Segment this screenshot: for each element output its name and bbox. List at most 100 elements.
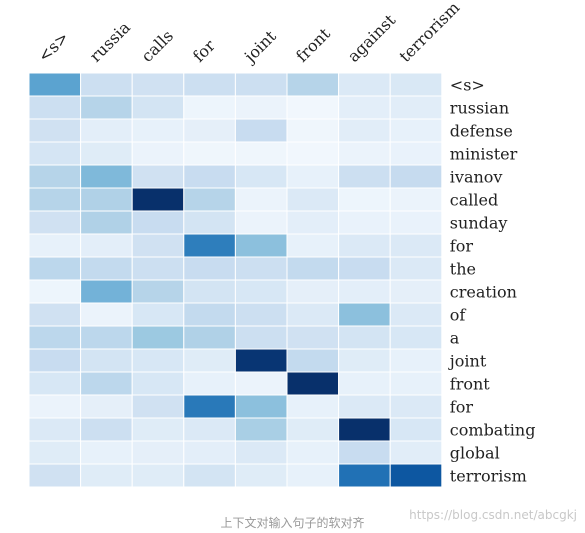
heatmap-cell [286, 233, 340, 258]
heatmap-cell [28, 371, 82, 396]
heatmap-cell [183, 118, 236, 143]
heatmap-cell [80, 141, 133, 166]
x-tick-label: <s> [34, 28, 72, 66]
heatmap-cell [234, 348, 288, 373]
heatmap-cell [183, 417, 236, 442]
x-tick-label: for [189, 36, 219, 66]
heatmap-cell [286, 440, 340, 465]
heatmap-cell [286, 210, 340, 235]
heatmap-cell [338, 72, 391, 97]
heatmap-cell [389, 279, 443, 304]
heatmap-cell [234, 210, 288, 235]
heatmap-cell [28, 440, 82, 465]
heatmap-cell [28, 118, 82, 143]
heatmap-cell [338, 302, 391, 327]
heatmap-cell [286, 279, 340, 304]
heatmap-cell [131, 394, 185, 419]
heatmap-cell [234, 141, 288, 166]
heatmap-cell [389, 417, 443, 442]
y-tick-label: of [450, 306, 467, 325]
heatmap-cell [286, 141, 340, 166]
heatmap-cell [234, 463, 288, 488]
figure-caption: 上下文对输入句子的软对齐 [220, 516, 365, 530]
heatmap-cell [338, 440, 391, 465]
y-tick-label: global [450, 444, 500, 463]
y-tick-label: for [450, 398, 474, 417]
heatmap-cell [131, 371, 185, 396]
heatmap-cell [80, 417, 133, 442]
heatmap-cell [183, 256, 236, 281]
y-tick-label: a [450, 329, 460, 348]
heatmap-cell [131, 187, 185, 212]
heatmap-cell [389, 394, 443, 419]
heatmap-cell [28, 210, 82, 235]
heatmap-cell [183, 371, 236, 396]
heatmap-cell [131, 348, 185, 373]
heatmap-cell [338, 164, 391, 189]
heatmap-cell [183, 164, 236, 189]
heatmap-cell [234, 302, 288, 327]
heatmap-cell [131, 256, 185, 281]
heatmap-cell [183, 394, 236, 419]
heatmap-cell [131, 95, 185, 120]
heatmap-cell [234, 417, 288, 442]
heatmap-cell [389, 371, 443, 396]
heatmap-cell [183, 233, 236, 258]
y-tick-label: sunday [450, 214, 508, 233]
heatmap-cell [286, 371, 340, 396]
heatmap-cell [131, 279, 185, 304]
heatmap-cell [131, 302, 185, 327]
heatmap-cell [131, 417, 185, 442]
heatmap-cell [80, 348, 133, 373]
heatmap-cell [80, 118, 133, 143]
heatmap-cell [131, 118, 185, 143]
heatmap-cell [131, 141, 185, 166]
heatmap-cell [28, 302, 82, 327]
heatmap-cell [389, 233, 443, 258]
heatmap-cell [234, 325, 288, 350]
heatmap-cell [183, 210, 236, 235]
heatmap-cell [131, 325, 185, 350]
heatmap-cell [80, 233, 133, 258]
watermark: https://blog.csdn.net/abcgkj [409, 508, 577, 522]
heatmap-cell [389, 72, 443, 97]
heatmap-cell [183, 463, 236, 488]
heatmap-cell [183, 348, 236, 373]
heatmap-cell [80, 256, 133, 281]
x-tick-label: against [344, 10, 400, 66]
heatmap-cell [389, 95, 443, 120]
heatmap-cell [234, 95, 288, 120]
heatmap-cell [131, 164, 185, 189]
heatmap-cell [28, 164, 82, 189]
heatmap-cell [338, 141, 391, 166]
y-tick-label: defense [450, 122, 513, 141]
heatmap-cell [286, 118, 340, 143]
y-tick-label: creation [450, 283, 517, 302]
heatmap-cell [389, 164, 443, 189]
heatmap-cell [131, 210, 185, 235]
heatmap-cell [338, 279, 391, 304]
heatmap-cell [28, 348, 82, 373]
heatmap-cell [389, 440, 443, 465]
heatmap-cell [183, 72, 236, 97]
heatmap-cell [80, 187, 133, 212]
x-tick-label: terrorism [395, 0, 463, 66]
heatmap-cell [80, 371, 133, 396]
heatmap-cell [338, 210, 391, 235]
heatmap-cell [234, 72, 288, 97]
x-axis-tick-labels: <s> russia calls for joint front againstterror… [34, 0, 463, 67]
heatmap-cell [131, 72, 185, 97]
y-tick-label: joint [448, 352, 487, 371]
heatmap-cell [80, 279, 133, 304]
heatmap-cell [28, 233, 82, 258]
heatmap-cell [80, 210, 133, 235]
heatmap-cell [234, 279, 288, 304]
heatmap-cell [234, 118, 288, 143]
heatmap-cell [131, 440, 185, 465]
y-tick-label: the [450, 260, 476, 279]
heatmap-cell [338, 463, 391, 488]
heatmap-cell [28, 187, 82, 212]
heatmap-cell [80, 325, 133, 350]
y-tick-label: <s> [450, 76, 485, 95]
heatmap-cell [183, 325, 236, 350]
